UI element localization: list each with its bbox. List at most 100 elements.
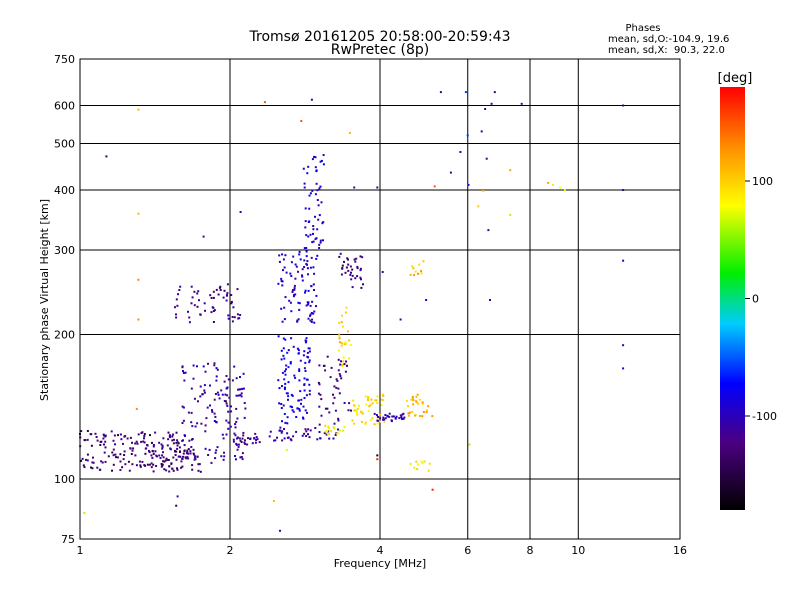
data-point <box>316 228 319 231</box>
data-point <box>290 275 293 277</box>
data-point <box>319 239 322 242</box>
data-point <box>283 428 285 430</box>
data-point <box>307 289 310 292</box>
data-point <box>277 282 280 285</box>
data-point <box>225 433 228 436</box>
data-point <box>243 441 246 444</box>
data-point <box>308 383 311 386</box>
data-point <box>320 398 323 401</box>
data-point <box>317 204 320 207</box>
data-point <box>174 306 176 309</box>
data-point <box>290 337 293 340</box>
data-point <box>181 457 184 460</box>
data-point <box>182 439 184 442</box>
data-point <box>295 416 298 418</box>
data-point <box>253 437 256 440</box>
data-point <box>296 320 299 323</box>
data-point <box>399 414 402 417</box>
data-point <box>212 321 215 323</box>
data-point <box>319 437 322 440</box>
data-point <box>204 424 207 427</box>
data-point <box>216 368 219 371</box>
data-point <box>364 395 367 398</box>
data-point <box>138 460 141 463</box>
data-point <box>409 273 412 276</box>
data-point <box>366 399 369 401</box>
data-point <box>306 411 308 414</box>
data-point <box>342 356 345 359</box>
data-point <box>232 440 235 443</box>
data-point <box>183 379 186 382</box>
data-point <box>308 350 311 353</box>
data-point <box>225 387 228 390</box>
data-point <box>338 321 341 324</box>
data-point <box>82 464 85 467</box>
data-point <box>338 333 341 336</box>
data-point <box>172 456 175 459</box>
data-point <box>96 466 99 469</box>
data-point <box>226 292 229 295</box>
data-point <box>227 410 230 413</box>
data-point <box>212 290 215 293</box>
data-point <box>160 463 163 465</box>
data-point <box>371 417 374 420</box>
data-point <box>226 283 229 286</box>
data-point <box>199 470 202 473</box>
data-point <box>143 441 146 444</box>
data-point <box>226 294 228 297</box>
data-point <box>299 359 302 362</box>
data-point <box>338 373 341 376</box>
data-point <box>197 469 200 472</box>
data-point <box>347 263 350 266</box>
data-point <box>301 275 304 278</box>
data-point <box>343 260 345 263</box>
data-point <box>304 220 307 223</box>
data-point <box>340 314 343 317</box>
data-point <box>405 399 408 402</box>
data-point <box>315 305 317 308</box>
data-point <box>318 247 321 249</box>
data-point <box>293 374 296 377</box>
data-point <box>344 271 347 274</box>
data-point <box>204 430 207 433</box>
data-point <box>410 398 413 401</box>
data-point <box>101 461 104 464</box>
data-point <box>281 253 284 256</box>
data-point <box>170 462 173 465</box>
y-tick-label: 100 <box>54 473 75 486</box>
data-point <box>295 430 298 433</box>
chart-title: Tromsø 20161205 20:58:00-20:59:43 <box>249 29 511 45</box>
data-point <box>165 469 168 472</box>
data-point <box>316 189 319 192</box>
data-point <box>368 405 371 408</box>
data-point <box>376 422 379 425</box>
data-point <box>230 410 233 413</box>
data-point <box>431 488 434 491</box>
data-point <box>315 170 318 173</box>
data-point <box>287 366 290 369</box>
x-tick-label: 1 <box>77 544 84 557</box>
data-point <box>344 341 347 344</box>
data-point <box>104 446 107 449</box>
data-point <box>99 444 102 446</box>
data-point <box>307 433 309 436</box>
data-point <box>316 199 319 201</box>
data-point <box>367 396 370 399</box>
data-point <box>622 367 625 370</box>
data-point <box>622 344 625 347</box>
data-point <box>240 392 243 395</box>
data-point <box>178 446 181 449</box>
data-point <box>439 91 442 94</box>
data-point <box>411 410 414 413</box>
data-point <box>190 438 193 441</box>
data-point <box>428 462 431 465</box>
data-point <box>315 182 318 185</box>
data-point <box>326 407 329 410</box>
data-point <box>171 467 174 470</box>
data-point <box>341 266 344 269</box>
data-point <box>190 411 193 414</box>
data-point <box>243 416 246 419</box>
data-point <box>104 434 107 437</box>
data-point <box>298 408 301 411</box>
data-point <box>166 444 169 447</box>
